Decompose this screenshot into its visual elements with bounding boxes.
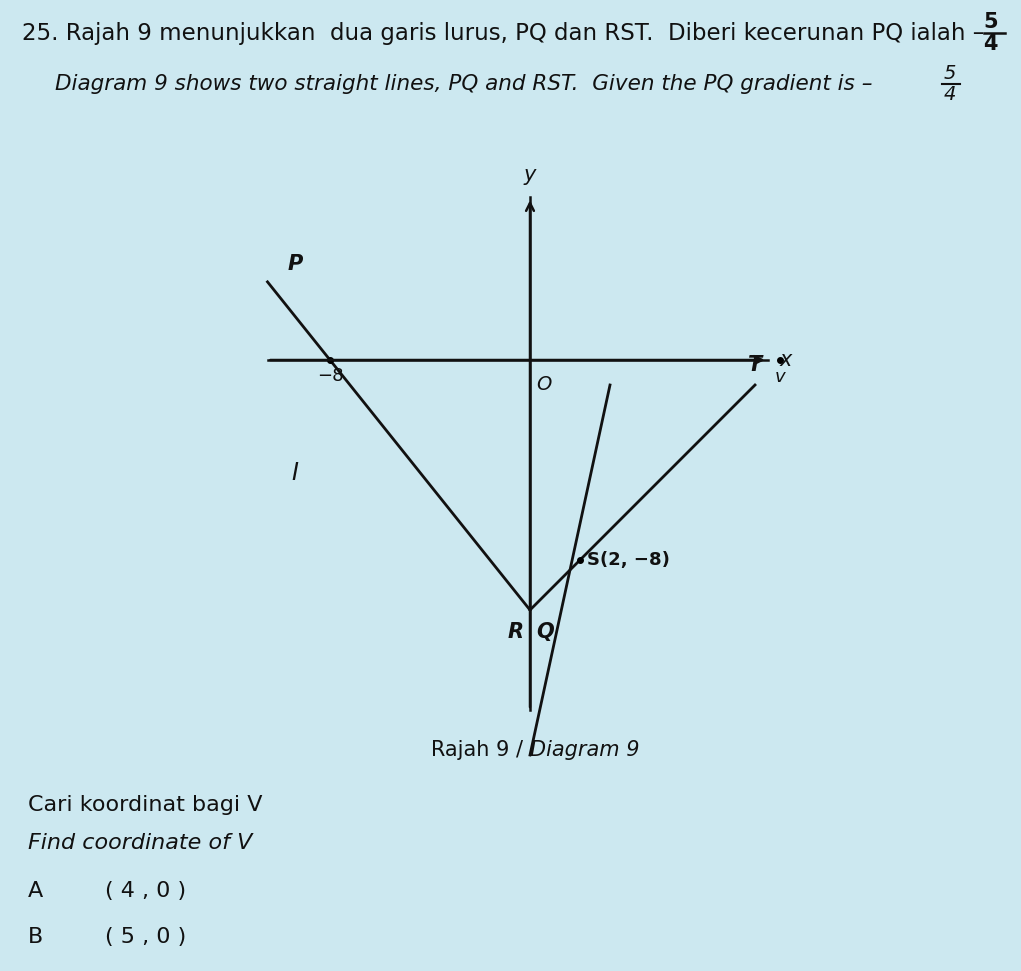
Text: 25. Rajah 9 menunjukkan  dua garis lurus, PQ dan RST.  Diberi kecerunan PQ ialah: 25. Rajah 9 menunjukkan dua garis lurus,… — [22, 22, 984, 45]
Text: −8: −8 — [317, 367, 343, 385]
Text: Find coordinate of V: Find coordinate of V — [28, 833, 252, 853]
Text: O: O — [536, 375, 551, 394]
Text: 5: 5 — [943, 64, 956, 83]
Text: ( 4 , 0 ): ( 4 , 0 ) — [105, 881, 186, 901]
Text: Q: Q — [536, 622, 553, 642]
Text: Diagram 9: Diagram 9 — [530, 740, 639, 760]
Text: Diagram 9 shows two straight lines, PQ and RST.  Given the PQ gradient is –: Diagram 9 shows two straight lines, PQ a… — [55, 74, 873, 94]
Text: v: v — [775, 368, 785, 386]
Text: P: P — [288, 254, 303, 275]
Text: B: B — [28, 927, 43, 947]
Text: y: y — [524, 165, 536, 185]
Text: 4: 4 — [943, 85, 956, 104]
Text: Cari koordinat bagi V: Cari koordinat bagi V — [28, 795, 262, 815]
Text: Rajah 9 /: Rajah 9 / — [432, 740, 530, 760]
Text: S(2, −8): S(2, −8) — [587, 551, 670, 569]
Text: ( 5 , 0 ): ( 5 , 0 ) — [105, 927, 186, 947]
Text: x: x — [780, 350, 792, 370]
Text: I: I — [292, 460, 298, 485]
Text: A: A — [28, 881, 43, 901]
Text: 5: 5 — [983, 12, 998, 32]
Text: T: T — [747, 355, 762, 375]
Text: 4: 4 — [983, 34, 998, 54]
Text: R: R — [507, 622, 524, 642]
